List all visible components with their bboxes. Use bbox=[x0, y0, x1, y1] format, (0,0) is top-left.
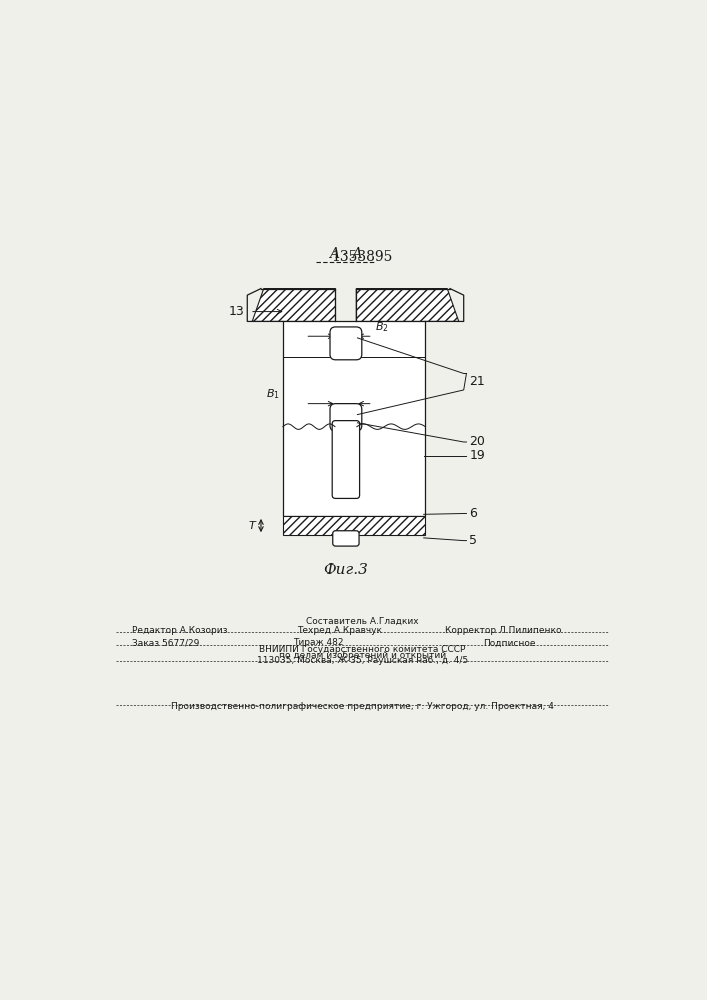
FancyBboxPatch shape bbox=[333, 531, 359, 546]
Text: 5: 5 bbox=[469, 534, 477, 547]
Text: Составитель А.Гладких: Составитель А.Гладких bbox=[306, 617, 419, 626]
Text: Корректор Л.Пилипенко: Корректор Л.Пилипенко bbox=[445, 626, 561, 635]
Text: 6: 6 bbox=[469, 507, 477, 520]
Text: по делам изобретений и открытий: по делам изобретений и открытий bbox=[279, 651, 446, 660]
Text: 13: 13 bbox=[229, 305, 245, 318]
Text: 20: 20 bbox=[469, 435, 485, 448]
Polygon shape bbox=[356, 289, 459, 321]
Text: 21: 21 bbox=[469, 375, 485, 388]
Text: Подписное: Подписное bbox=[483, 638, 535, 647]
Text: Фиг.3: Фиг.3 bbox=[324, 563, 368, 577]
FancyBboxPatch shape bbox=[332, 421, 360, 498]
Polygon shape bbox=[283, 516, 426, 535]
Text: Тираж 482: Тираж 482 bbox=[293, 638, 344, 647]
Text: 19: 19 bbox=[469, 449, 485, 462]
Text: Заказ 5677/29: Заказ 5677/29 bbox=[132, 638, 199, 647]
Bar bbox=[283, 321, 426, 516]
Text: $B_2$: $B_2$ bbox=[375, 320, 390, 334]
FancyBboxPatch shape bbox=[330, 404, 362, 431]
Text: Техред А.Кравчук: Техред А.Кравчук bbox=[297, 626, 382, 635]
FancyBboxPatch shape bbox=[330, 327, 362, 360]
Text: Редактор А.Козориз: Редактор А.Козориз bbox=[132, 626, 228, 635]
Polygon shape bbox=[252, 289, 336, 321]
Text: Производственно-полиграфическое предприятие, г. Ужгород, ул. Проектная, 4: Производственно-полиграфическое предприя… bbox=[171, 702, 554, 711]
Text: $B_1$: $B_1$ bbox=[267, 388, 280, 401]
Text: 113035, Москва, Ж-35, Раушская наб., д. 4/5: 113035, Москва, Ж-35, Раушская наб., д. … bbox=[257, 656, 468, 665]
Text: A - A: A - A bbox=[329, 247, 363, 261]
Text: ВНИИПИ Государственного комитета СССР: ВНИИПИ Государственного комитета СССР bbox=[259, 645, 465, 654]
Text: 1353895: 1353895 bbox=[332, 250, 393, 264]
Text: T: T bbox=[249, 521, 255, 531]
